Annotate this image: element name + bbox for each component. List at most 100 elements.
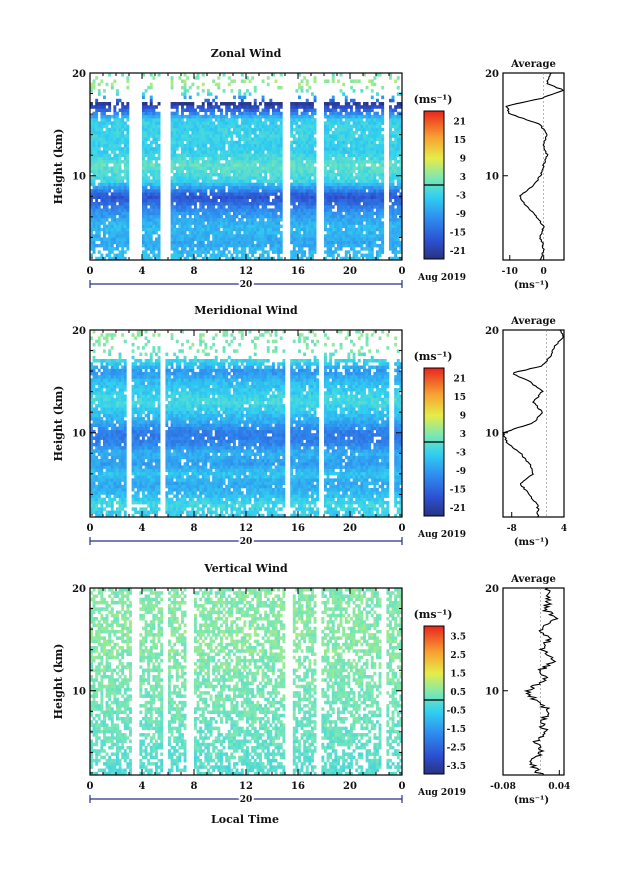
heatmap-cell [394,169,398,174]
heatmap-cell [305,256,309,261]
heatmap-cell [90,404,93,408]
heatmap-cell [342,137,346,141]
heatmap-cell [357,195,361,200]
heatmap-cell [264,185,268,190]
heatmap-cell [305,179,309,183]
heatmap-cell [259,218,262,222]
heatmap-cell [194,230,197,235]
heatmap-cell [214,131,218,135]
heatmap-cell [334,218,338,222]
heatmap-cell [329,156,333,161]
heatmap-cell [347,160,351,164]
heatmap-cell [373,189,377,193]
heatmap-cell [334,160,338,164]
heatmap-cell [235,243,239,248]
heatmap-cell [378,134,382,138]
heatmap-cell [108,147,112,151]
heatmap-cell [92,250,96,254]
heatmap-cell [370,214,374,219]
heatmap-cell [256,118,260,122]
heatmap-cell [350,192,353,196]
heatmap-cell [175,137,179,141]
heatmap-cell [350,234,353,238]
heatmap-cell [225,198,229,203]
heatmap-cell [391,227,395,232]
heatmap-cell [373,160,377,164]
heatmap-cell [227,240,231,245]
heatmap-cell [126,185,130,190]
colorbar-tick-label: 15 [453,136,466,146]
heatmap-cell [155,156,158,161]
heatmap-cell [217,214,221,219]
heatmap-cell [209,114,213,119]
heatmap-cell [256,127,260,132]
heatmap-cell [311,124,314,129]
heatmap-cell [238,153,242,158]
heatmap-cell [256,179,260,183]
heatmap-cell [212,250,216,254]
heatmap-cell [360,124,364,129]
heatmap-cell [269,179,273,183]
heatmap-cell [196,134,200,138]
heatmap-cell [92,423,96,428]
heatmap-cell [113,182,117,187]
heatmap-cell [389,182,392,187]
heatmap-cell [373,224,377,229]
heatmap-cell [360,121,364,125]
heatmap-cell [251,76,255,80]
heatmap-cell [339,114,343,119]
heatmap-cell [347,140,351,145]
heatmap-cell [212,211,216,216]
heatmap-cell [342,182,346,187]
heatmap-cell [373,182,377,187]
heatmap-cell [157,163,161,167]
heatmap-cell [246,102,249,106]
heatmap-cell [331,243,335,248]
heatmap-cell [90,150,93,154]
heatmap-cell [344,150,348,154]
heatmap-cell [209,111,213,116]
heatmap-cell [342,156,346,161]
heatmap-cell [391,172,395,177]
heatmap-cell [381,224,385,229]
heatmap-cell [261,185,265,190]
heatmap-cell [220,140,223,145]
heatmap-cell [324,237,327,241]
heatmap-cell [233,118,236,122]
heatmap-cell [191,234,195,238]
heatmap-cell [350,98,353,103]
heatmap-cell [355,131,359,135]
heatmap-cell [376,214,379,219]
heatmap-cell [300,247,304,251]
heatmap-cell [212,163,216,167]
heatmap-cell [334,237,338,241]
heatmap-cell [259,137,262,141]
heatmap-cell [365,172,369,177]
heatmap-cell [204,166,208,171]
heatmap-cell [300,192,304,196]
heatmap-cell [142,172,145,177]
heatmap-cell [121,218,125,222]
heatmap-cell [175,160,179,164]
heatmap-cell [199,172,203,177]
heatmap-cell [186,131,190,135]
heatmap-cell [207,256,210,261]
heatmap-cell [188,195,192,200]
heatmap-cell [97,208,101,212]
heatmap-cell [121,160,125,164]
heatmap-cell [399,118,403,122]
heatmap-cell [152,227,156,232]
heatmap-cell [243,230,247,235]
heatmap-cell [365,137,369,141]
heatmap-cell [230,185,234,190]
heatmap-cell [196,230,200,235]
heatmap-cell [331,185,335,190]
heatmap-cell [142,166,145,171]
heatmap-cell [391,218,395,222]
heatmap-cell [110,208,114,212]
heatmap-cell [269,256,273,261]
heatmap-cell [118,127,122,132]
heatmap-cell [188,137,192,141]
heatmap-cell [391,114,395,119]
heatmap-cell [274,118,278,122]
